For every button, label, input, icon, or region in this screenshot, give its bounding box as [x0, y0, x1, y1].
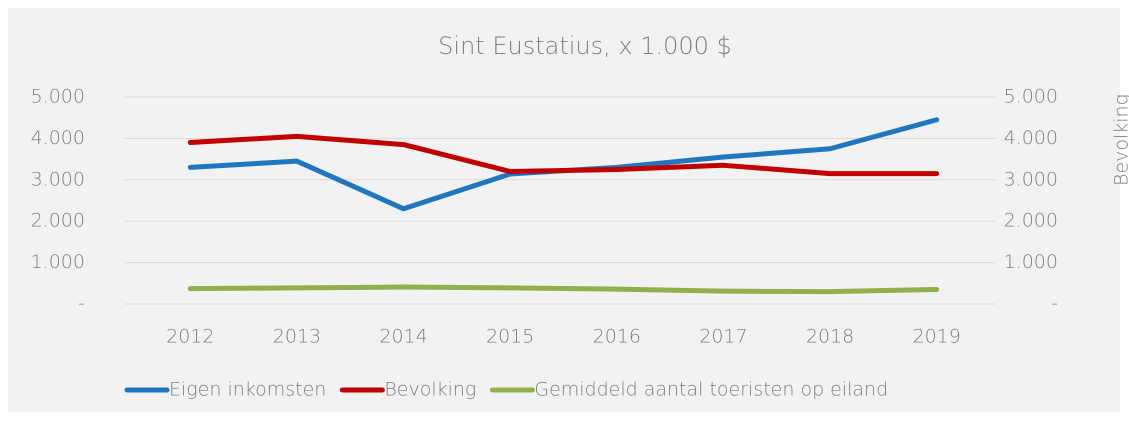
y-tick-label: 1.000: [31, 251, 85, 273]
y-tick-label: -: [78, 293, 85, 315]
x-tick-label: 2019: [913, 326, 961, 348]
x-tick-label: 2015: [486, 326, 534, 348]
chart-title: Sint Eustatius, x 1.000 $: [438, 32, 732, 60]
x-tick-label: 2017: [699, 326, 747, 348]
x-tick-label: 2018: [806, 326, 854, 348]
y2-tick-label: 3.000: [1004, 168, 1058, 190]
y2-axis-title: Bevolking: [1111, 94, 1129, 186]
y2-tick-label: 4.000: [1004, 127, 1058, 149]
y2-tick-label: 1.000: [1004, 251, 1058, 273]
y-tick-label: 3.000: [31, 168, 85, 190]
chart-background: [8, 8, 1120, 412]
y-tick-label: 4.000: [31, 127, 85, 149]
line-series: [187, 284, 940, 295]
legend-label: Eigen inkomsten: [169, 379, 326, 401]
y-tick-label: 2.000: [31, 210, 85, 232]
x-tick-label: 2013: [273, 326, 321, 348]
legend-label: Gemiddeld aantal toeristen op eiland: [534, 379, 888, 401]
x-tick-label: 2014: [379, 326, 427, 348]
y2-tick-label: -: [1051, 293, 1058, 315]
y2-tick-label: 2.000: [1004, 210, 1058, 232]
x-tick-label: 2016: [593, 326, 641, 348]
y2-tick-label: 5.000: [1004, 86, 1058, 108]
legend-label: Bevolking: [384, 379, 476, 401]
y-tick-label: 5.000: [31, 86, 85, 108]
line-series: [187, 133, 940, 177]
x-tick-label: 2012: [166, 326, 214, 348]
